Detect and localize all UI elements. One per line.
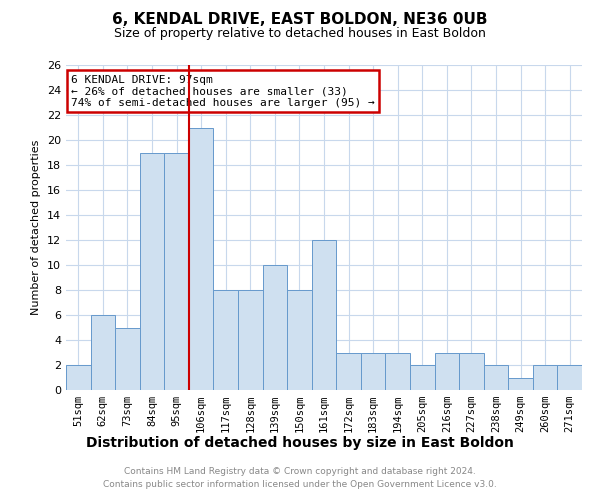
- Bar: [140, 152, 164, 390]
- Bar: [287, 290, 312, 390]
- Bar: [238, 290, 263, 390]
- Bar: [189, 128, 214, 390]
- Bar: [508, 378, 533, 390]
- Bar: [361, 352, 385, 390]
- Bar: [434, 352, 459, 390]
- Text: Distribution of detached houses by size in East Boldon: Distribution of detached houses by size …: [86, 436, 514, 450]
- Bar: [214, 290, 238, 390]
- Bar: [66, 365, 91, 390]
- Bar: [385, 352, 410, 390]
- Bar: [533, 365, 557, 390]
- Text: Contains public sector information licensed under the Open Government Licence v3: Contains public sector information licen…: [103, 480, 497, 489]
- Bar: [91, 315, 115, 390]
- Bar: [336, 352, 361, 390]
- Text: Contains HM Land Registry data © Crown copyright and database right 2024.: Contains HM Land Registry data © Crown c…: [124, 467, 476, 476]
- Text: Size of property relative to detached houses in East Boldon: Size of property relative to detached ho…: [114, 28, 486, 40]
- Bar: [410, 365, 434, 390]
- Bar: [312, 240, 336, 390]
- Bar: [484, 365, 508, 390]
- Y-axis label: Number of detached properties: Number of detached properties: [31, 140, 41, 315]
- Bar: [115, 328, 140, 390]
- Bar: [263, 265, 287, 390]
- Text: 6, KENDAL DRIVE, EAST BOLDON, NE36 0UB: 6, KENDAL DRIVE, EAST BOLDON, NE36 0UB: [112, 12, 488, 28]
- Bar: [459, 352, 484, 390]
- Bar: [164, 152, 189, 390]
- Bar: [557, 365, 582, 390]
- Text: 6 KENDAL DRIVE: 97sqm
← 26% of detached houses are smaller (33)
74% of semi-deta: 6 KENDAL DRIVE: 97sqm ← 26% of detached …: [71, 74, 375, 108]
